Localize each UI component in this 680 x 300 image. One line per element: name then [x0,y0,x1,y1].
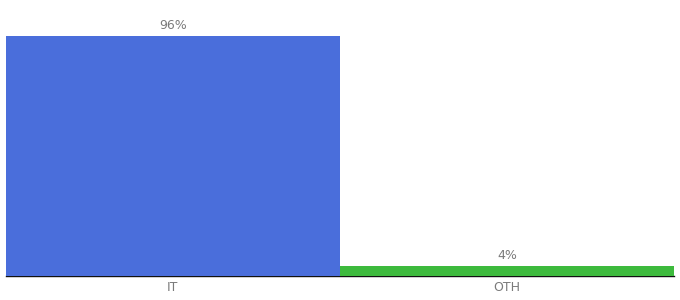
Text: 96%: 96% [159,19,186,32]
Text: 4%: 4% [497,249,517,262]
Bar [5,36,340,276]
Bar [340,266,675,276]
